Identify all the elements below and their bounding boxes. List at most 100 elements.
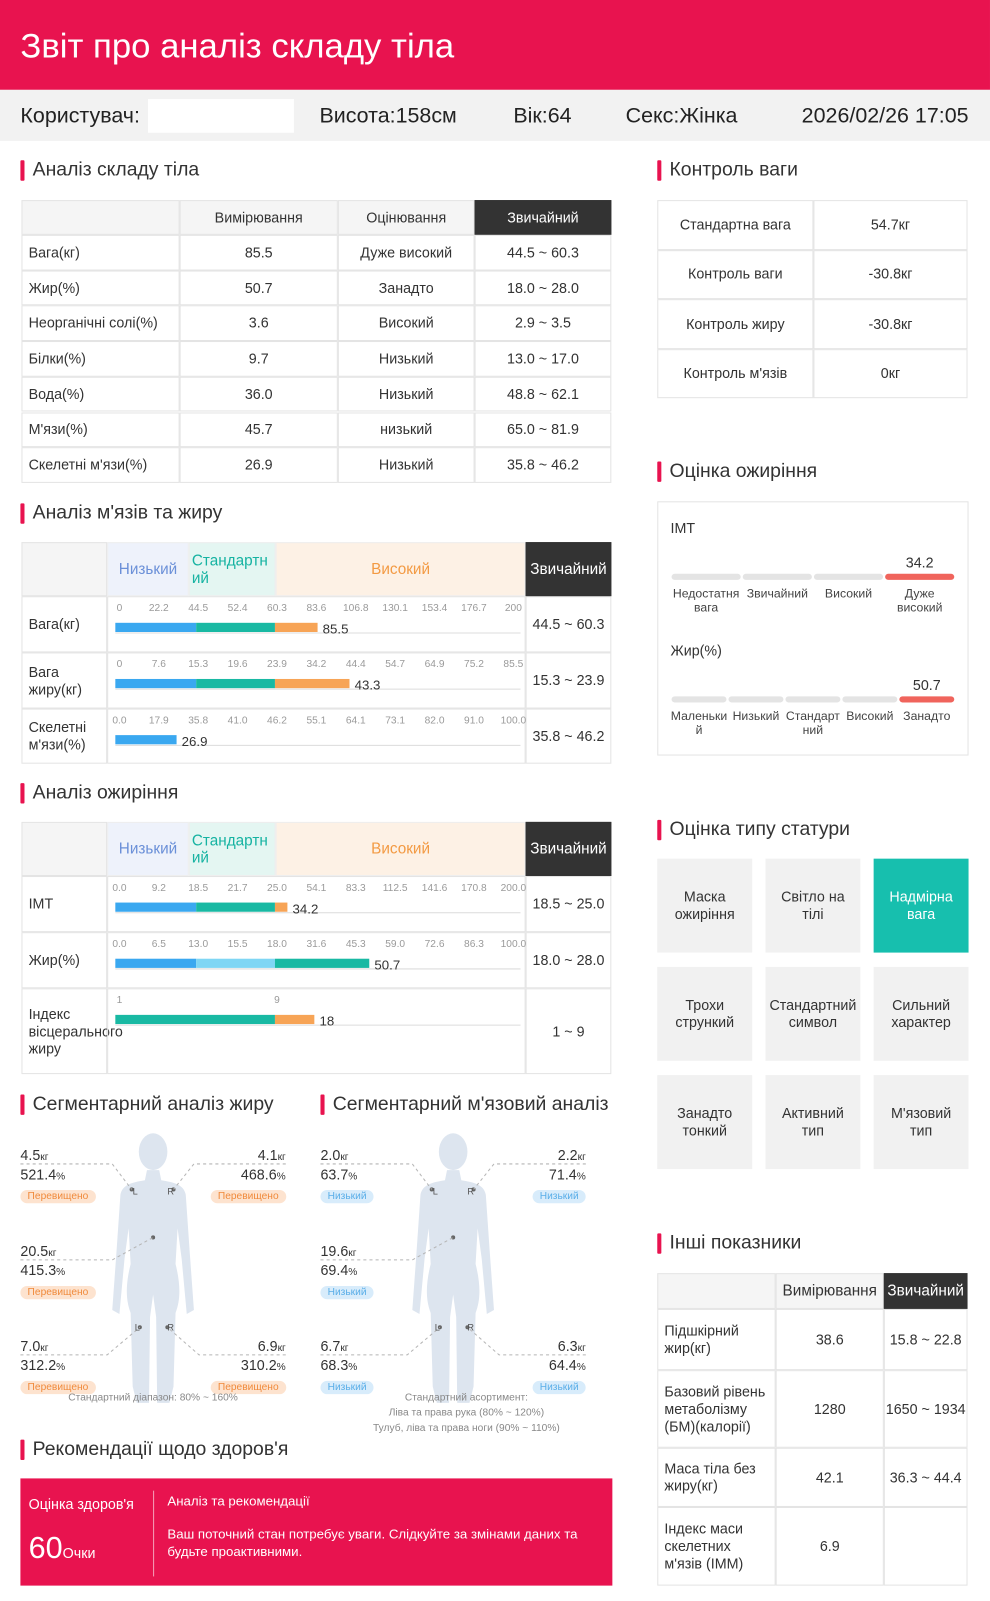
tick-label: 0.0 [112, 938, 127, 951]
bar-segment [115, 735, 177, 745]
table-cell: 18.0 ~ 28.0 [474, 270, 612, 306]
body-type-cell: Сильний характер [873, 966, 969, 1061]
section-marker [20, 503, 25, 524]
percent-unit: % [348, 1362, 358, 1374]
table-cell: 48.8 ~ 62.1 [474, 376, 612, 412]
table-cell: 42.1 [775, 1447, 884, 1507]
table-cell: 36.3 ~ 44.4 [883, 1447, 968, 1507]
segment-weight: 19.6кг [320, 1243, 356, 1259]
body-type-cell: Занадто тонкий [657, 1075, 753, 1170]
table-cell: 65.0 ~ 81.9 [474, 411, 612, 448]
weight-value: 6.7 [320, 1337, 341, 1354]
leader-line [20, 1163, 133, 1190]
percent-unit: % [56, 1267, 66, 1279]
header-bar [0, 0, 990, 90]
body-figure [112, 1133, 194, 1403]
row-label: Вода(%) [21, 376, 180, 412]
bar-segment [115, 902, 197, 912]
gauge-segment [728, 696, 784, 703]
tick-label: 73.1 [385, 715, 406, 727]
table-cell: 1280 [775, 1370, 884, 1448]
table-cell: 36.0 [179, 376, 338, 412]
leader-line [20, 1237, 154, 1261]
user-name-box [147, 99, 294, 133]
table-header-cell: Звичайний [525, 542, 612, 597]
bar-segment [274, 678, 350, 689]
table-cell: 54.7кг [813, 200, 968, 250]
gauge-segment [671, 573, 741, 580]
status-pill: Низький [320, 1285, 374, 1300]
segment-percent: 69.4% [320, 1262, 357, 1278]
row-label: Жир(%) [21, 932, 108, 989]
body-point [151, 1235, 156, 1240]
tick-label: 75.2 [464, 659, 484, 671]
row-label: М'язи(%) [21, 411, 180, 448]
tick-label: 18.5 [188, 882, 209, 894]
tick-label: 170.8 [461, 882, 487, 894]
tick-label: 60.3 [267, 602, 287, 615]
segment-weight: 4.1кг [258, 1147, 286, 1163]
weight-unit: кг [277, 1151, 286, 1163]
table-cell: 9.7 [179, 341, 338, 377]
bar-segment [274, 1014, 315, 1025]
bar-segment [115, 1014, 275, 1025]
gauge-segment-label: Занадто [903, 708, 951, 723]
tick-label: 44.4 [345, 659, 366, 671]
tick-label: 6.5 [151, 938, 166, 951]
range-note: Ліва та права рука (80% ~ 120%) [388, 1407, 545, 1419]
row-label: Вага(кг) [21, 234, 180, 271]
tick-label: 15.3 [188, 659, 209, 671]
segment-weight: 2.0кг [320, 1147, 348, 1163]
row-label: Контроль м'язів [657, 348, 814, 399]
table-header-cell: Звичайний [883, 1273, 968, 1309]
table-cell: Низький [337, 447, 475, 483]
table-header-cell: Звичайний [525, 821, 612, 877]
table-cell: 35.8 ~ 46.2 [474, 447, 612, 483]
status-pill: Перевищено [210, 1380, 286, 1395]
weight-unit: кг [277, 1342, 286, 1354]
tick-label: 21.7 [227, 882, 248, 894]
status-pill: Перевищено [20, 1189, 96, 1204]
value-label: 18 [319, 1013, 335, 1029]
percent-value: 71.4 [548, 1165, 577, 1183]
bar-segment [274, 958, 370, 968]
table-header-cell [21, 200, 180, 235]
table-cell: 45.7 [179, 411, 338, 448]
percent-value: 415.3 [20, 1261, 57, 1279]
gauge-level [899, 696, 955, 703]
zone-header: Низький [107, 821, 189, 877]
table-cell: 2.9 ~ 3.5 [474, 305, 612, 342]
tick-label: 83.3 [345, 882, 366, 894]
gauge-segment [785, 696, 841, 703]
status-pill: Низький [320, 1189, 374, 1204]
table-header-cell [657, 1273, 776, 1309]
tick-label: 91.0 [464, 715, 484, 727]
health-score: 60Очки [29, 1532, 96, 1567]
tick-label: 176.7 [461, 602, 487, 615]
percent-value: 68.3 [320, 1356, 349, 1374]
tick-label: 19.6 [227, 659, 248, 671]
section-title: Сегментарний аналіз жиру [32, 1093, 274, 1115]
gauge-value: 50.7 [912, 676, 941, 694]
segment-weight: 6.9кг [258, 1338, 286, 1354]
body-type-cell: Трохи стрункий [657, 966, 753, 1061]
bar-segment [196, 622, 275, 632]
section-marker [20, 783, 25, 804]
weight-value: 6.3 [557, 1337, 578, 1354]
section-title: Аналіз м'язів та жиру [32, 502, 223, 524]
body-head [138, 1133, 168, 1171]
section-title: Контроль ваги [669, 159, 798, 181]
tick-label: 54.1 [306, 882, 327, 894]
gauge-segment [842, 696, 898, 703]
body-type-cell: Стандартний символ [765, 966, 861, 1061]
tick-label: 0.0 [112, 882, 127, 894]
tick-label: 45.3 [345, 938, 366, 951]
weight-value: 4.1 [257, 1146, 278, 1163]
tick-label: 200 [504, 602, 522, 615]
status-pill: Перевищено [210, 1189, 286, 1204]
status-pill: Перевищено [20, 1285, 96, 1300]
range-note: Стандартний асортимент: [404, 1392, 528, 1404]
segment-percent: 68.3% [320, 1357, 357, 1373]
weight-unit: кг [48, 1247, 57, 1259]
range-note: Стандартний діапазон: 80% ~ 160% [68, 1392, 238, 1404]
